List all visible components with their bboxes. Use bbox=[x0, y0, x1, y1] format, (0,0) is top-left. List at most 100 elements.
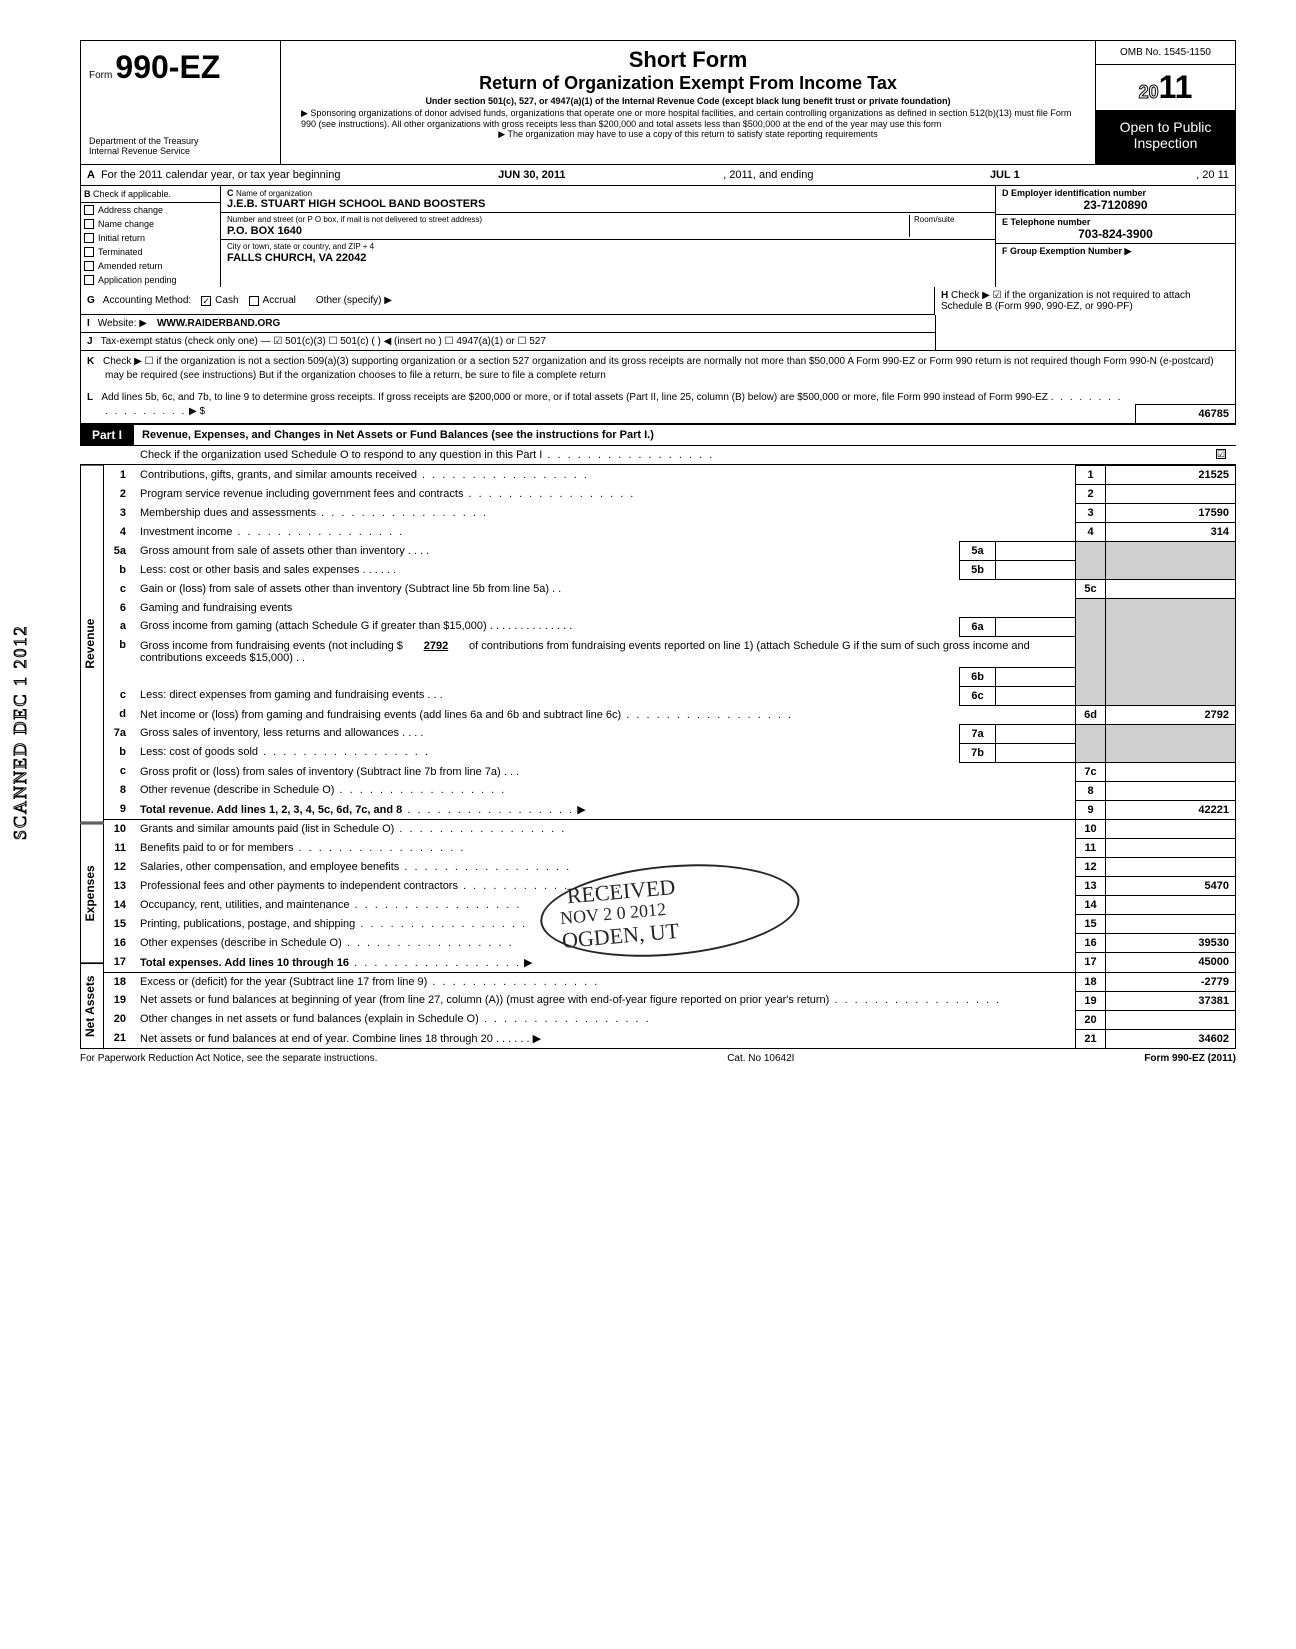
year-prefix: 20 bbox=[1139, 82, 1159, 102]
i-text: Website: ▶ bbox=[98, 318, 147, 329]
checkbox-icon[interactable] bbox=[84, 219, 94, 229]
side-expenses: Expenses bbox=[80, 823, 104, 963]
form-number: 990-EZ bbox=[115, 49, 220, 85]
d-row: D Employer identification number 23-7120… bbox=[996, 186, 1235, 215]
header-center: Short Form Return of Organization Exempt… bbox=[281, 41, 1095, 164]
part1-title: Revenue, Expenses, and Changes in Net As… bbox=[134, 426, 662, 444]
line-21-desc: Net assets or fund balances at end of ye… bbox=[140, 1033, 493, 1045]
a-beginning: JUN 30, 2011 bbox=[340, 169, 723, 181]
org-name: J.E.B. STUART HIGH SCHOOL BAND BOOSTERS bbox=[227, 198, 989, 210]
open-public: Open to Public Inspection bbox=[1096, 111, 1235, 164]
c-name-label: Name of organization bbox=[236, 189, 312, 198]
part1-check-row: Check if the organization used Schedule … bbox=[80, 446, 1236, 465]
checkbox-icon[interactable] bbox=[84, 247, 94, 257]
j-text: Tax-exempt status (check only one) — ☑ 5… bbox=[101, 336, 546, 347]
label-d: D bbox=[1002, 188, 1009, 198]
row-j: J Tax-exempt status (check only one) — ☑… bbox=[81, 333, 935, 350]
g-cash: Cash bbox=[215, 295, 238, 306]
section-b: B Check if applicable. Address change Na… bbox=[81, 186, 221, 287]
line-16: 16 Other expenses (describe in Schedule … bbox=[104, 934, 1236, 953]
line-3-desc: Membership dues and assessments bbox=[140, 507, 316, 519]
line-3-val: 17590 bbox=[1106, 504, 1236, 523]
line-18-val: -2779 bbox=[1106, 972, 1236, 991]
line-19-val: 37381 bbox=[1106, 991, 1236, 1010]
part1-header: Part I Revenue, Expenses, and Changes in… bbox=[80, 424, 1236, 446]
line-5c-val bbox=[1106, 580, 1236, 599]
cb-label: Name change bbox=[98, 219, 154, 229]
line-15-desc: Printing, publications, postage, and shi… bbox=[140, 918, 355, 930]
line-8-desc: Other revenue (describe in Schedule O) bbox=[140, 784, 334, 796]
line-6c-desc: Less: direct expenses from gaming and fu… bbox=[140, 689, 424, 701]
line-10: 10 Grants and similar amounts paid (list… bbox=[104, 820, 1236, 839]
omb-number: OMB No. 1545-1150 bbox=[1096, 41, 1235, 65]
l-arrow: ▶ $ bbox=[189, 406, 205, 417]
h-text: Check ▶ ☑ if the organization is not req… bbox=[941, 290, 1191, 312]
footer-left: For Paperwork Reduction Act Notice, see … bbox=[80, 1053, 377, 1064]
year-suffix: 11 bbox=[1159, 69, 1193, 105]
line-17-desc: Total expenses. Add lines 10 through 16 bbox=[140, 957, 349, 969]
note-copy: ▶ The organization may have to use a cop… bbox=[291, 129, 1085, 140]
line-7a: 7a Gross sales of inventory, less return… bbox=[104, 724, 1236, 743]
checkbox-icon[interactable] bbox=[84, 205, 94, 215]
cb-amended[interactable]: Amended return bbox=[81, 259, 220, 273]
label-h: H bbox=[941, 290, 948, 301]
label-l: L bbox=[87, 392, 93, 403]
line-20: 20 Other changes in net assets or fund b… bbox=[104, 1010, 1236, 1029]
checkbox-icon[interactable] bbox=[84, 261, 94, 271]
c-street-label: Number and street (or P O box, if mail i… bbox=[227, 215, 909, 224]
cb-label: Terminated bbox=[98, 247, 143, 257]
title-return: Return of Organization Exempt From Incom… bbox=[291, 73, 1085, 94]
checkbox-schedule-o[interactable]: ☑ bbox=[1216, 449, 1226, 459]
label-a: A bbox=[87, 169, 95, 181]
phone-value: 703-824-3900 bbox=[1002, 227, 1229, 241]
line-2: 2 Program service revenue including gove… bbox=[104, 485, 1236, 504]
website-value: WWW.RAIDERBAND.ORG bbox=[157, 318, 280, 329]
a-ending: JUL 1 bbox=[813, 169, 1196, 181]
line-5c-desc: Gain or (loss) from sale of assets other… bbox=[140, 583, 549, 595]
scanned-text: SCANNED DEC 1 2012 bbox=[10, 624, 30, 840]
cb-address-change[interactable]: Address change bbox=[81, 203, 220, 217]
subtitle: Under section 501(c), 527, or 4947(a)(1)… bbox=[291, 96, 1085, 106]
form-prefix: Form bbox=[89, 70, 112, 81]
lines-table: 1 Contributions, gifts, grants, and simi… bbox=[104, 465, 1236, 1049]
line-12-val bbox=[1106, 858, 1236, 877]
cb-terminated[interactable]: Terminated bbox=[81, 245, 220, 259]
checkbox-icon[interactable] bbox=[84, 233, 94, 243]
line-11-desc: Benefits paid to or for members bbox=[140, 842, 293, 854]
line-3: 3 Membership dues and assessments 3 1759… bbox=[104, 504, 1236, 523]
l-value: 46785 bbox=[1135, 404, 1235, 423]
line-6b-desc: Gross income from fundraising events (no… bbox=[140, 640, 403, 652]
checkbox-icon[interactable] bbox=[84, 275, 94, 285]
line-7c: c Gross profit or (loss) from sales of i… bbox=[104, 762, 1236, 781]
line-11-val bbox=[1106, 839, 1236, 858]
a-yr: , 20 11 bbox=[1196, 169, 1229, 181]
cb-name-change[interactable]: Name change bbox=[81, 217, 220, 231]
line-9: 9 Total revenue. Add lines 1, 2, 3, 4, 5… bbox=[104, 800, 1236, 820]
c-room-label: Room/suite bbox=[914, 215, 989, 224]
row-i: I Website: ▶ WWW.RAIDERBAND.ORG bbox=[81, 315, 935, 333]
label-f: F bbox=[1002, 246, 1008, 256]
line-8-val bbox=[1106, 781, 1236, 800]
line-21-val: 34602 bbox=[1106, 1029, 1236, 1049]
label-c: C bbox=[227, 188, 234, 198]
e-row: E Telephone number 703-824-3900 bbox=[996, 215, 1235, 244]
line-20-val bbox=[1106, 1010, 1236, 1029]
l-text: Add lines 5b, 6c, and 7b, to line 9 to d… bbox=[101, 392, 1048, 403]
line-1: 1 Contributions, gifts, grants, and simi… bbox=[104, 466, 1236, 485]
lines-grid: Revenue Expenses Net Assets 1 Contributi… bbox=[80, 465, 1236, 1049]
line-7a-desc: Gross sales of inventory, less returns a… bbox=[140, 727, 399, 739]
checkbox-cash[interactable]: ✓ bbox=[201, 296, 211, 306]
line-9-val: 42221 bbox=[1106, 800, 1236, 820]
checkbox-accrual[interactable] bbox=[249, 296, 259, 306]
a-mid: , 2011, and ending bbox=[723, 169, 813, 181]
line-5b-desc: Less: cost or other basis and sales expe… bbox=[140, 564, 360, 576]
line-15-val bbox=[1106, 915, 1236, 934]
dept-info: Department of the Treasury Internal Reve… bbox=[89, 136, 272, 156]
c-city-row: City or town, state or country, and ZIP … bbox=[221, 240, 995, 266]
cb-pending[interactable]: Application pending bbox=[81, 273, 220, 287]
line-6a: a Gross income from gaming (attach Sched… bbox=[104, 617, 1236, 636]
line-14: 14 Occupancy, rent, utilities, and maint… bbox=[104, 896, 1236, 915]
cb-initial-return[interactable]: Initial return bbox=[81, 231, 220, 245]
section-c: C Name of organization J.E.B. STUART HIG… bbox=[221, 186, 995, 287]
label-b: B bbox=[84, 189, 91, 199]
